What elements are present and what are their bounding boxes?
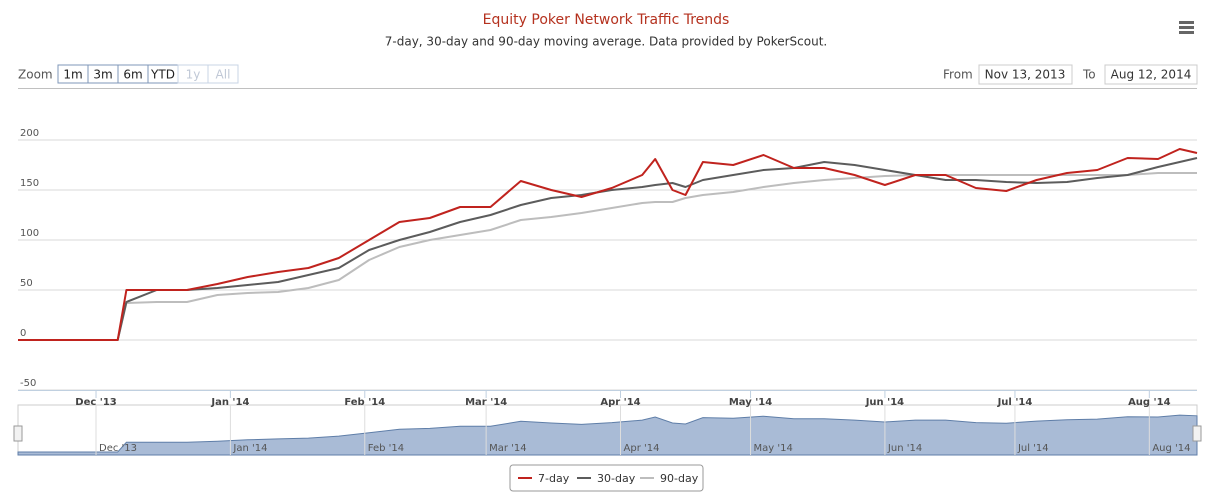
navigator-tick-label: Mar '14 [489, 443, 527, 454]
range-button-label: 1y [186, 68, 201, 82]
navigator-handle[interactable] [13, 425, 23, 442]
x-tick-label: Aug '14 [1128, 397, 1171, 408]
zoom-label: Zoom [18, 68, 53, 82]
chart-title: Equity Poker Network Traffic Trends [483, 12, 730, 28]
range-button[interactable] [207, 64, 239, 84]
range-button-label: 3m [93, 68, 112, 82]
navigator-tick-label: May '14 [754, 443, 793, 454]
y-tick-label: 50 [20, 278, 33, 289]
range-button-label: 1m [63, 68, 82, 82]
x-tick-label: Jun '14 [865, 397, 904, 408]
x-tick-label: May '14 [729, 397, 772, 408]
navigator-tick-label: Dec '13 [99, 443, 137, 454]
x-tick-label: Mar '14 [465, 397, 507, 408]
navigator-tick-label: Jan '14 [232, 443, 267, 454]
x-tick-label: Apr '14 [600, 397, 640, 408]
y-tick-label: -50 [20, 378, 36, 389]
menu-button[interactable] [1176, 18, 1198, 38]
navigator-handle[interactable] [1192, 425, 1202, 442]
to-value: Aug 12, 2014 [1111, 68, 1192, 82]
chart-subtitle: 7-day, 30-day and 90-day moving average.… [385, 35, 827, 49]
menu-bar [1179, 21, 1194, 24]
navigator-tick-label: Feb '14 [368, 443, 404, 454]
navigator-tick-label: Apr '14 [624, 443, 660, 454]
series-line [18, 157, 1198, 341]
from-label: From [943, 68, 973, 82]
x-tick-label: Jul '14 [997, 397, 1033, 408]
range-button-label: YTD [150, 68, 175, 82]
range-button-label: 6m [123, 68, 142, 82]
legend-box [509, 464, 704, 492]
navigator-tick-label: Jun '14 [887, 443, 922, 454]
legend-label[interactable]: 7-day [538, 472, 570, 485]
from-value: Nov 13, 2013 [985, 68, 1066, 82]
legend-label[interactable]: 30-day [597, 472, 636, 485]
to-label: To [1082, 68, 1096, 82]
navigator-tick-label: Jul '14 [1017, 443, 1049, 454]
y-tick-label: 100 [20, 228, 39, 239]
to-input[interactable] [1104, 64, 1198, 85]
y-tick-label: 150 [20, 178, 39, 189]
navigator-area [17, 414, 1198, 456]
x-tick-label: Dec '13 [75, 397, 117, 408]
x-tick-label: Feb '14 [344, 397, 385, 408]
menu-bar [1179, 26, 1194, 29]
series-line [18, 172, 1197, 341]
series-line [18, 148, 1198, 341]
menu-bar [1179, 31, 1194, 34]
legend-label[interactable]: 90-day [660, 472, 699, 485]
x-tick-label: Jan '14 [210, 397, 249, 408]
range-button-label: All [216, 68, 231, 82]
y-tick-label: 0 [20, 328, 26, 339]
y-tick-label: 200 [20, 128, 39, 139]
from-input[interactable] [978, 64, 1073, 85]
navigator-tick-label: Aug '14 [1152, 443, 1190, 454]
